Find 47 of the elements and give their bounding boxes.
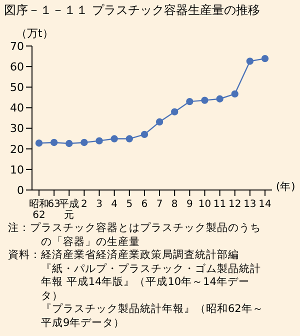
text: 『紙・パルプ・プラスチック・ゴム製品統計年報 平成14年版』（平成10年～14年データ） (40, 262, 262, 303)
text: 資料：経済産業省経済産業政策局調査統計部編 (8, 249, 240, 262)
point (96, 137, 103, 144)
point (261, 54, 269, 62)
x-tick-label: 6 (141, 199, 148, 210)
x-tick-label: 12 (228, 199, 242, 210)
x-tick-label: 13 (244, 199, 256, 210)
point (171, 108, 178, 116)
x-tick-label: 2 (81, 199, 88, 210)
x-tick-label: 平成元 (59, 198, 80, 221)
x-tick-label: 3 (96, 199, 102, 210)
x-axis-title: (年) (276, 180, 296, 194)
point (201, 96, 208, 104)
point (35, 139, 43, 147)
point (50, 138, 58, 146)
point (126, 135, 133, 142)
x-tick-label: 8 (171, 199, 178, 210)
y-tick-label: 0 (17, 184, 24, 197)
point (140, 130, 148, 138)
y-tick-label: 10 (10, 163, 24, 176)
y-tick-label: 20 (10, 142, 24, 156)
y-axis-title: （万t） (16, 26, 54, 41)
point (110, 135, 118, 142)
text: 注：プラスチック容器とはプラスチック製品のうちの「容器」の生産量 (8, 222, 262, 249)
x-tick-label: 11 (213, 199, 226, 210)
x-tick-label: 7 (156, 199, 163, 210)
y-tick-label: 50 (10, 81, 24, 94)
y-tick-label: 30 (10, 122, 24, 136)
x-tick-label: 63 (48, 199, 60, 210)
point (216, 95, 224, 102)
point (246, 58, 254, 65)
x-tick-label: 昭和62 (29, 198, 49, 221)
y-tick-label: 70 (10, 40, 24, 53)
point (186, 98, 194, 106)
y-tick-label: 60 (10, 60, 24, 74)
y-tick-label: 40 (10, 102, 24, 115)
point (156, 118, 164, 126)
point (66, 140, 73, 148)
x-tick-label: 14 (258, 199, 272, 210)
x-tick-label: 10 (198, 199, 212, 210)
x-tick-label: 4 (111, 199, 118, 210)
x-tick-label: 9 (186, 199, 193, 210)
text: 『プラスチック製品統計年報』（昭和62年～平成9年データ） (40, 303, 264, 330)
point (80, 138, 88, 146)
x-tick-label: 5 (126, 199, 133, 210)
chart-title: 図序－１－１１ プラスチック容器生産量の推移 (4, 2, 260, 19)
point (231, 90, 238, 98)
